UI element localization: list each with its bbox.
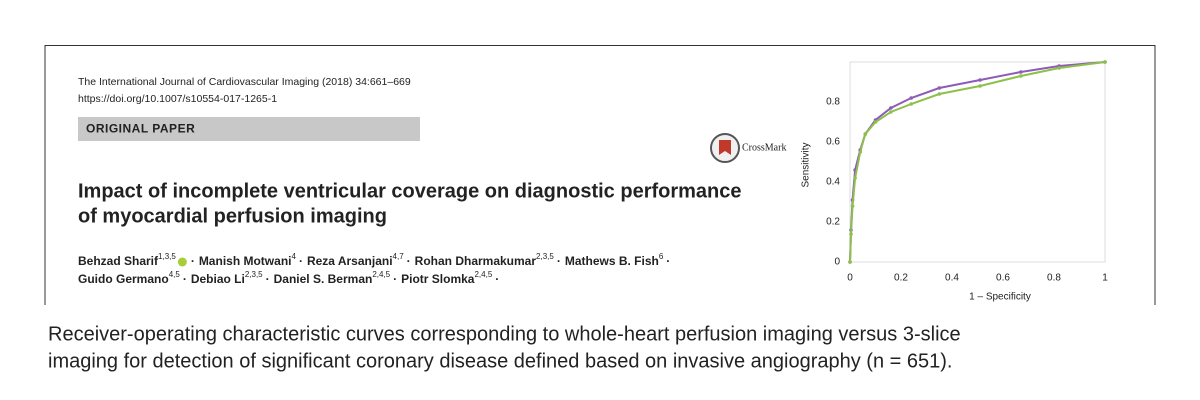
roc-point	[1019, 74, 1023, 78]
author-separator: ·	[191, 254, 195, 268]
roc-point	[850, 204, 855, 208]
roc-point	[978, 78, 982, 82]
author-separator: ·	[393, 272, 397, 286]
author-name: Debiao Li	[191, 272, 245, 286]
author-line: Guido Germano4,5 · Debiao Li2,3,5 · Daniel S…	[78, 270, 499, 286]
author-name: Reza Arsanjani	[307, 254, 393, 268]
plot-frame	[849, 61, 1106, 263]
y-tick-label: 0.4	[826, 177, 840, 188]
author-affiliation: 4,5	[169, 270, 181, 279]
author-separator: ·	[666, 254, 670, 268]
roc-point	[889, 110, 893, 114]
x-tick-label: 0.8	[1047, 273, 1061, 284]
author-line: Behzad Sharif1,3,5 · Manish Motwani4 · Reza …	[78, 252, 670, 268]
author-separator: ·	[495, 272, 499, 286]
screenshot-frame	[44, 45, 1156, 305]
roc-point	[873, 120, 878, 124]
author-separator: ·	[266, 272, 270, 286]
roc-point	[909, 102, 913, 106]
x-axis-label: 1 – Specificity	[969, 292, 1031, 303]
y-tick-label: 0.8	[826, 97, 840, 108]
author-separator: ·	[557, 254, 561, 268]
crossmark-label: CrossMark	[742, 142, 786, 153]
author-affiliation: 4,7	[393, 252, 405, 261]
roc-point	[1019, 70, 1023, 74]
author-separator: ·	[183, 272, 187, 286]
roc-point	[849, 232, 853, 236]
author-name: Behzad Sharif	[78, 254, 159, 268]
author-affiliation: 2,4,5	[474, 270, 492, 279]
roc-point	[1103, 60, 1107, 64]
section-bar	[78, 117, 420, 141]
roc-point	[863, 132, 868, 136]
author-affiliation: 6	[659, 252, 664, 261]
author-affiliation: 1,3,5	[158, 252, 176, 261]
author-name: Piotr Slomka	[401, 272, 475, 286]
orcid-icon	[177, 257, 187, 267]
title-line: of myocardial perfusion imaging	[78, 205, 387, 227]
author-affiliation: 2,3,5	[536, 252, 554, 261]
author-affiliation: 4	[291, 252, 296, 261]
x-tick-label: 0.6	[996, 273, 1010, 284]
author-name: Guido Germano	[78, 272, 169, 286]
section-label: ORIGINAL PAPER	[86, 122, 195, 136]
roc-point	[909, 96, 913, 100]
roc-point	[858, 150, 862, 154]
y-tick-label: 0.2	[826, 217, 840, 228]
roc-point	[889, 106, 893, 110]
roc-point	[1057, 66, 1061, 70]
y-tick-label: 0.6	[826, 137, 840, 148]
roc-point	[937, 86, 942, 90]
author-name: Mathews B. Fish	[565, 254, 659, 268]
caption-line: Receiver-operating characteristic curves…	[48, 323, 961, 345]
roc-curve	[849, 61, 1106, 263]
author-name: Daniel S. Berman	[274, 272, 373, 286]
journal: The International Journal of Cardiovascu…	[78, 76, 411, 88]
y-tick-label: 0	[834, 257, 840, 268]
author-separator: ·	[407, 254, 411, 268]
roc-point	[978, 84, 982, 88]
author-separator: ·	[299, 254, 303, 268]
doi: https://doi.org/10.1007/s10554-017-1265-…	[78, 93, 277, 105]
title-line: Impact of incomplete ventricular coverag…	[78, 180, 742, 202]
caption-line: imaging for detection of significant cor…	[48, 350, 952, 372]
x-tick-label: 1	[1102, 273, 1108, 284]
roc-point	[853, 176, 857, 180]
x-tick-label: 0	[847, 273, 853, 284]
crossmark-ribbon	[719, 140, 731, 155]
roc-point	[937, 92, 942, 96]
author-affiliation: 2,3,5	[245, 270, 263, 279]
author-affiliation: 2,4,5	[372, 270, 390, 279]
roc-point	[848, 260, 852, 264]
x-tick-label: 0.4	[945, 273, 959, 284]
author-name: Manish Motwani	[199, 254, 292, 268]
y-axis-label: Sensitivity	[801, 142, 812, 187]
author-name: Rohan Dharmakumar	[415, 254, 537, 268]
x-tick-label: 0.2	[894, 273, 908, 284]
